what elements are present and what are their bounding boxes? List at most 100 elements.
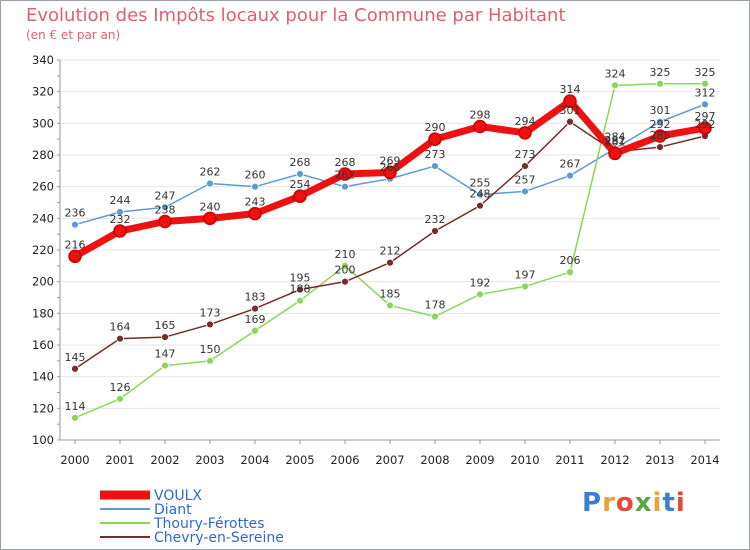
x-tick-label: 2010 xyxy=(510,453,539,467)
data-label: 200 xyxy=(335,264,356,277)
data-label: 150 xyxy=(200,343,221,356)
data-point xyxy=(293,189,307,203)
data-label: 145 xyxy=(65,351,86,364)
data-point xyxy=(566,171,574,180)
data-point xyxy=(383,165,397,180)
logo-letter: i xyxy=(652,488,663,518)
data-label: 178 xyxy=(425,299,446,312)
data-label: 292 xyxy=(650,118,671,131)
x-tick-label: 2004 xyxy=(240,453,269,467)
data-label: 126 xyxy=(110,381,131,394)
data-point xyxy=(611,81,619,90)
x-tick-label: 2012 xyxy=(600,453,629,467)
data-label: 314 xyxy=(560,83,581,96)
data-point xyxy=(251,182,259,191)
data-label: 244 xyxy=(110,194,131,207)
data-point xyxy=(431,162,439,170)
data-point xyxy=(476,201,484,210)
legend-label: VOULX xyxy=(154,488,202,504)
data-point xyxy=(161,203,169,212)
proxiti-logo: Proxiti xyxy=(582,488,686,518)
data-point xyxy=(203,211,217,226)
chart-subtitle: (en € et par an) xyxy=(26,28,121,42)
data-point xyxy=(656,143,664,151)
data-label: 301 xyxy=(560,104,581,117)
data-label: 324 xyxy=(605,67,626,80)
logo-letter: o xyxy=(615,488,635,518)
logo-letter: t xyxy=(662,488,676,518)
chart-title: Evolution des Impôts locaux pour la Comm… xyxy=(26,5,566,26)
data-label: 238 xyxy=(155,204,176,217)
data-label: 284 xyxy=(605,131,626,144)
data-point xyxy=(431,227,439,235)
data-label: 281 xyxy=(605,135,626,148)
legend-label: Thoury-Férottes xyxy=(153,516,265,532)
data-point xyxy=(116,334,124,343)
y-tick-label: 200 xyxy=(32,275,54,289)
data-label: 232 xyxy=(425,213,446,226)
data-label: 294 xyxy=(515,115,536,128)
data-point xyxy=(251,304,259,313)
logo-letter: i xyxy=(675,488,686,518)
data-label: 173 xyxy=(200,306,221,319)
data-point xyxy=(476,290,484,299)
data-label: 325 xyxy=(650,66,671,79)
data-point xyxy=(68,249,82,264)
data-point xyxy=(518,126,532,140)
data-label: 325 xyxy=(695,66,716,79)
data-point xyxy=(251,326,259,335)
data-point xyxy=(653,129,667,143)
data-point xyxy=(71,413,79,422)
data-point xyxy=(161,333,169,341)
data-point xyxy=(206,356,214,365)
y-tick-label: 260 xyxy=(32,180,54,194)
data-label: 236 xyxy=(65,207,86,220)
data-point xyxy=(701,100,709,109)
x-tick-label: 2009 xyxy=(465,453,494,467)
data-point xyxy=(521,187,529,196)
data-point xyxy=(296,170,304,178)
data-point xyxy=(521,162,529,170)
data-point xyxy=(296,285,304,294)
data-label: 192 xyxy=(470,276,491,289)
data-point xyxy=(116,394,124,403)
data-label: 169 xyxy=(245,313,266,326)
data-label: 267 xyxy=(560,158,581,171)
data-point xyxy=(656,117,664,126)
data-point xyxy=(206,179,214,188)
data-label: 268 xyxy=(335,156,356,169)
data-point xyxy=(566,117,574,126)
logo-letter: x xyxy=(634,488,653,518)
data-point xyxy=(656,79,664,88)
data-point xyxy=(563,94,577,108)
logo-letter: P xyxy=(582,488,603,518)
data-label: 206 xyxy=(560,254,581,267)
data-label: 269 xyxy=(380,154,401,167)
data-label: 147 xyxy=(155,348,176,361)
data-label: 301 xyxy=(650,104,671,117)
y-tick-label: 140 xyxy=(32,370,54,384)
data-label: 257 xyxy=(515,173,536,186)
data-point xyxy=(161,361,169,370)
data-label: 195 xyxy=(290,272,311,285)
data-point xyxy=(341,261,349,270)
data-label: 297 xyxy=(695,110,716,123)
x-tick-label: 2005 xyxy=(285,453,314,467)
data-point xyxy=(341,277,349,286)
x-tick-label: 2001 xyxy=(105,453,134,467)
data-label: 268 xyxy=(290,156,311,169)
data-point xyxy=(113,224,127,238)
data-point xyxy=(341,182,349,191)
data-label: 290 xyxy=(425,121,446,134)
y-tick-label: 180 xyxy=(32,306,54,320)
data-label: 292 xyxy=(695,118,716,131)
data-point xyxy=(428,132,442,146)
y-tick-label: 120 xyxy=(32,401,54,415)
data-point xyxy=(608,146,622,161)
data-label: 262 xyxy=(335,169,356,182)
y-tick-label: 280 xyxy=(32,148,54,162)
x-tick-label: 2000 xyxy=(60,453,89,467)
x-tick-label: 2008 xyxy=(420,453,449,467)
data-label: 240 xyxy=(200,200,221,213)
data-point xyxy=(386,258,394,267)
